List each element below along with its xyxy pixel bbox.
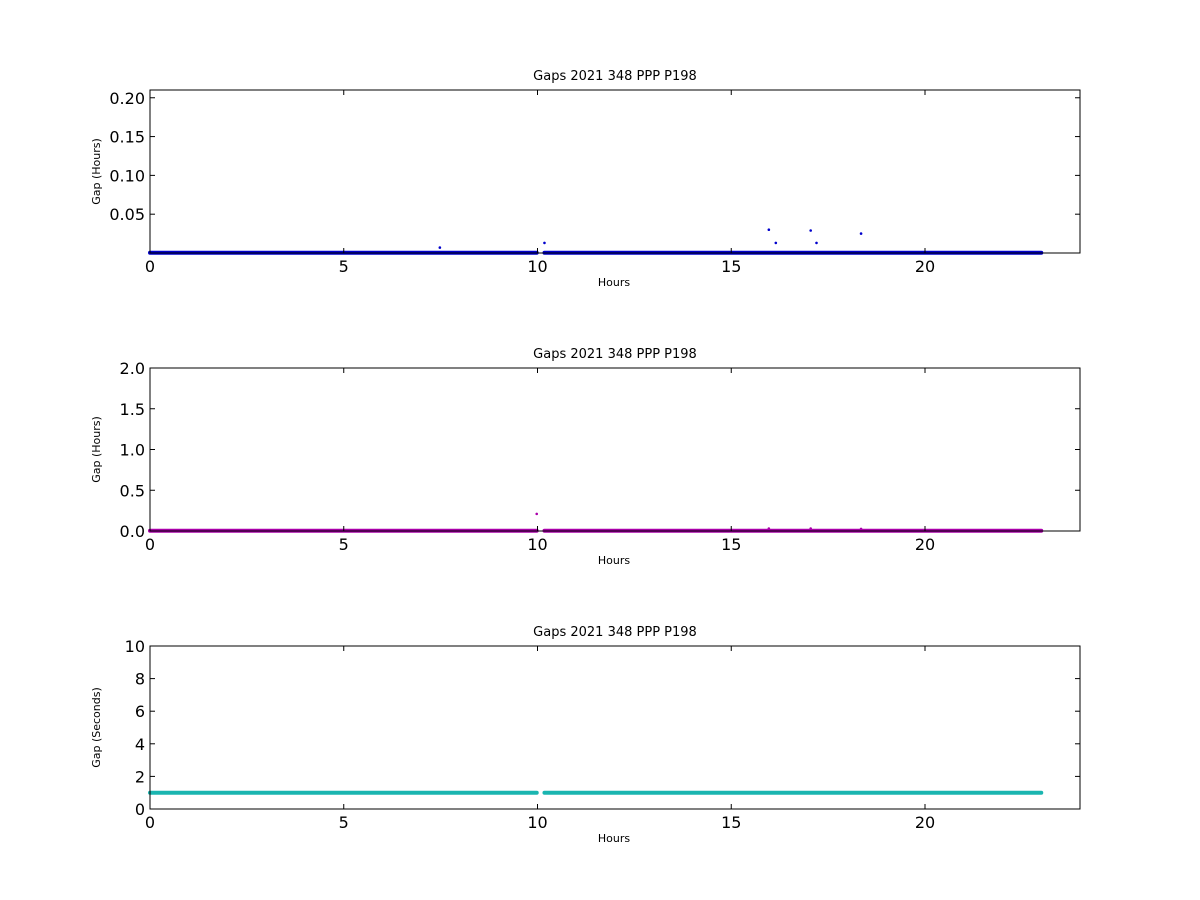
chart-bottom-xtick-label-2: 10 <box>527 813 547 832</box>
chart-middle-xtick-label-3: 15 <box>721 535 741 554</box>
chart-top-ytick-label-1: 0.10 <box>109 166 145 185</box>
chart-top-title: Gaps 2021 348 PPP P198 <box>533 69 697 84</box>
chart-top-xtick-label-1: 5 <box>339 257 349 276</box>
chart-middle-frame <box>149 367 1081 532</box>
chart-top-ytick-label-0: 0.05 <box>109 205 145 224</box>
chart-top-point-5 <box>815 241 818 245</box>
chart-top-point-4 <box>809 229 812 232</box>
chart-bottom-xtick-label-3: 15 <box>721 813 741 832</box>
chart-top-ytick-label-3: 0.20 <box>109 89 145 108</box>
chart-top-xlabel: Hours <box>598 276 630 289</box>
chart-bottom-panel: Gaps 2021 348 PPP P198 Hours Gap (Seconds)… <box>90 625 1081 845</box>
chart-bottom-xtick-label-1: 5 <box>339 813 349 832</box>
chart-middle-ytick-label-4: 2.0 <box>120 359 145 378</box>
chart-bottom-xtick-label-0: 0 <box>145 813 155 832</box>
chart-top-xtick-label-3: 15 <box>721 257 741 276</box>
chart-middle-xtick-label-0: 0 <box>145 535 155 554</box>
chart-bottom-ytick-label-0: 0 <box>135 800 145 819</box>
chart-middle-ytick-label-2: 1.0 <box>120 441 145 460</box>
chart-top-frame <box>149 89 1081 254</box>
chart-top-point-6 <box>859 232 863 235</box>
chart-bottom-title: Gaps 2021 348 PPP P198 <box>533 625 697 640</box>
chart-bottom-xtick-label-4: 20 <box>915 813 935 832</box>
chart-bottom-ytick-label-2: 4 <box>135 735 145 754</box>
chart-top-point-1 <box>543 241 546 245</box>
chart-top-point-3 <box>774 241 778 245</box>
chart-middle-xlabel: Hours <box>598 554 630 567</box>
chart-top-point-0 <box>438 246 442 249</box>
chart-bottom-ytick-label-5: 10 <box>125 637 145 656</box>
chart-bottom-ytick-label-3: 6 <box>135 702 145 721</box>
chart-middle-panel: Gaps 2021 348 PPP P198 Hours Gap (Hours) 0 5… <box>90 347 1081 567</box>
chart-middle-ytick-label-0: 0.0 <box>120 522 145 541</box>
chart-middle-ytick-label-3: 1.5 <box>120 400 145 419</box>
chart-bottom-ytick-label-1: 2 <box>135 767 145 786</box>
chart-middle-ylabel: Gap (Hours) <box>90 416 103 483</box>
chart-middle-ytick-label-1: 0.5 <box>120 481 145 500</box>
chart-top-ylabel: Gap (Hours) <box>90 138 103 205</box>
chart-middle-xtick-label-1: 5 <box>339 535 349 554</box>
chart-middle-title: Gaps 2021 348 PPP P198 <box>533 347 697 362</box>
chart-middle-point-1 <box>767 527 771 530</box>
chart-middle-xtick-label-2: 10 <box>527 535 547 554</box>
chart-middle-point-0 <box>535 512 539 516</box>
chart-middle-point-2 <box>809 527 812 530</box>
chart-middle-point-3 <box>859 527 863 531</box>
chart-top-xtick-label-2: 10 <box>527 257 547 276</box>
chart-top-xtick-label-4: 20 <box>915 257 935 276</box>
chart-bottom-ylabel: Gap (Seconds) <box>90 687 103 768</box>
chart-top-panel: Gaps 2021 348 PPP P198 Hours Gap (Hours) 0 5… <box>90 69 1081 289</box>
chart-bottom-xlabel: Hours <box>598 832 630 845</box>
chart-top-point-2 <box>767 228 771 232</box>
chart-bottom-ytick-label-4: 8 <box>135 670 145 689</box>
chart-top-xtick-label-0: 0 <box>145 257 155 276</box>
chart-middle-xtick-label-4: 20 <box>915 535 935 554</box>
chart-bottom-frame <box>149 645 1081 810</box>
chart-top-ytick-label-2: 0.15 <box>109 128 145 147</box>
